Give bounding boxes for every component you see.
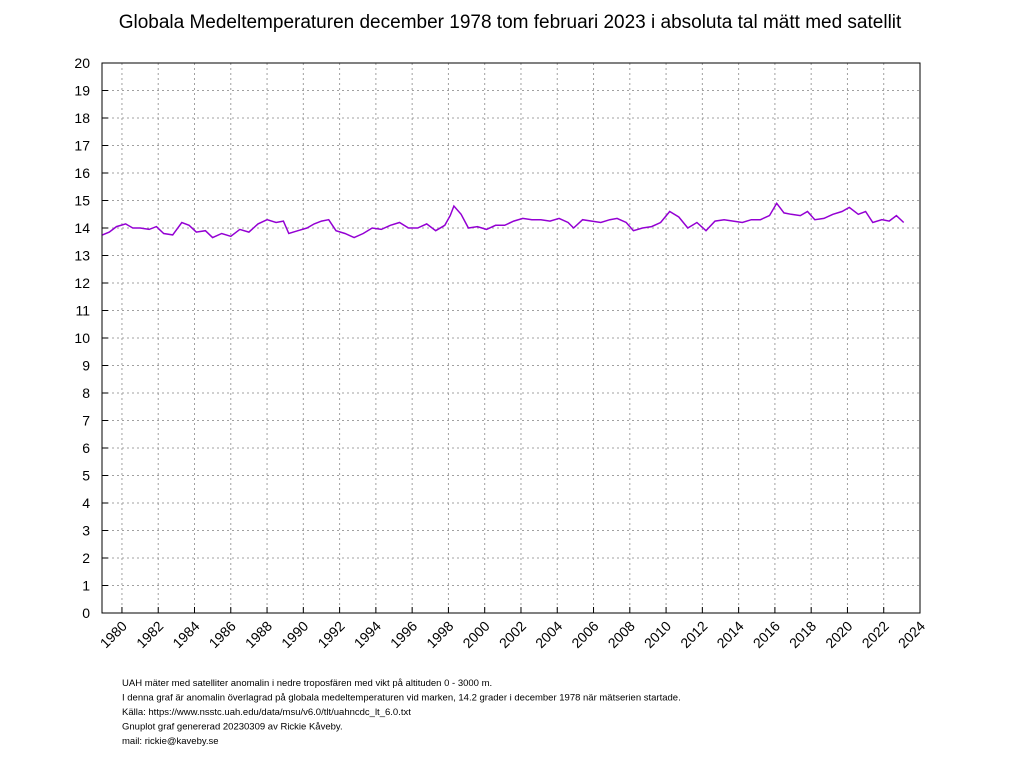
- y-tick-label: 6: [82, 440, 90, 456]
- y-tick-label: 7: [82, 413, 90, 429]
- footnote: Källa: https://www.nsstc.uah.edu/data/ms…: [122, 707, 411, 718]
- y-tick-label: 14: [74, 220, 90, 236]
- y-tick-label: 10: [74, 330, 90, 346]
- y-tick-label: 5: [82, 468, 90, 484]
- y-tick-label: 3: [82, 523, 90, 539]
- y-tick-label: 12: [74, 275, 90, 291]
- y-tick-label: 18: [74, 110, 90, 126]
- y-tick-label: 11: [75, 303, 90, 319]
- plot-border: [101, 62, 921, 614]
- footnote: mail: rickie@kaveby.se: [122, 736, 219, 747]
- footnote: I denna graf är anomalin överlagrad på g…: [122, 693, 681, 704]
- y-tick-label: 9: [82, 358, 90, 374]
- data-line: [102, 201, 905, 239]
- y-tick-label: 20: [74, 55, 90, 71]
- y-tick-label: 0: [82, 605, 90, 621]
- y-tick-label: 13: [74, 248, 90, 264]
- chart-title: Globala Medeltemperaturen december 1978 …: [119, 12, 902, 33]
- y-tick-label: 19: [74, 83, 90, 99]
- y-tick-label: 16: [74, 165, 90, 181]
- y-tick-label: 4: [82, 495, 90, 511]
- y-tick-label: 8: [82, 385, 90, 401]
- y-tick-label: 1: [82, 578, 90, 594]
- y-tick-label: 17: [74, 138, 90, 154]
- y-tick-label: 15: [74, 193, 90, 209]
- y-tick-label: 2: [82, 550, 90, 566]
- footnote: UAH mäter med satelliter anomalin i nedr…: [122, 678, 492, 689]
- footnote: Gnuplot graf genererad 20230309 av Ricki…: [122, 722, 343, 733]
